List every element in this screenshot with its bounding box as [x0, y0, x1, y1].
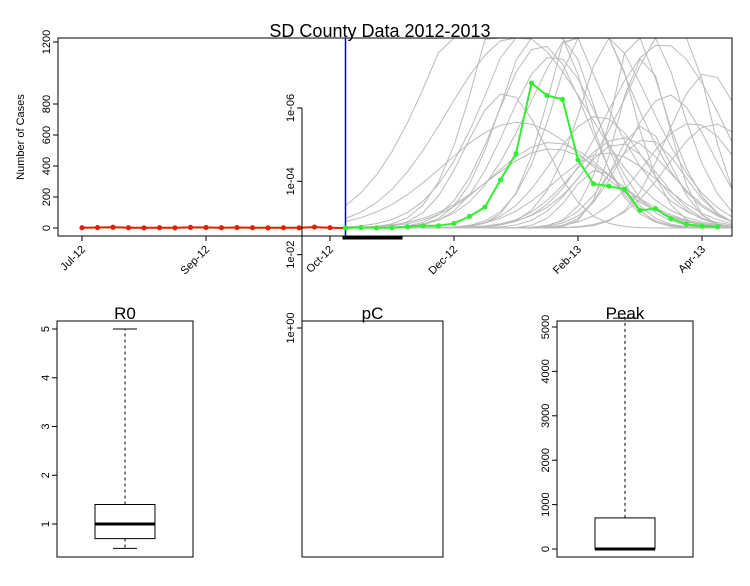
y-tick-label: 5 — [40, 326, 52, 332]
data-point — [668, 216, 674, 222]
data-point — [172, 225, 178, 231]
simulation-curve — [345, 142, 733, 229]
x-axis: Jul-12 Sep-12 Oct-12 Dec-12 Feb-13 Apr-13 — [58, 235, 708, 278]
data-point — [652, 206, 659, 212]
data-point — [125, 225, 132, 231]
data-point — [637, 207, 643, 213]
boxplot-title: R0 — [114, 304, 136, 323]
y-tick-label: 4000 — [540, 359, 552, 383]
simulation-curve — [345, 148, 733, 229]
data-point — [714, 224, 721, 230]
x-tick-label: Feb-13 — [551, 244, 584, 277]
x-tick-label: Sep-12 — [179, 244, 213, 278]
data-point — [544, 92, 550, 99]
data-point — [358, 224, 364, 231]
data-point — [466, 213, 473, 219]
data-point — [404, 224, 411, 230]
y-tick-label: 2 — [40, 472, 52, 478]
boxplot-title: Peak — [606, 304, 645, 323]
y-tick-label: 5000 — [540, 315, 552, 339]
y-tick-label: 2000 — [540, 448, 552, 472]
y-axis: 0 200 400 600 800 1200 — [41, 30, 59, 231]
data-point — [621, 186, 628, 192]
data-point — [234, 224, 240, 231]
data-point — [606, 183, 612, 189]
data-point — [327, 225, 333, 231]
data-point — [590, 181, 597, 187]
simulation-curves — [345, 37, 733, 229]
y-tick-label: 800 — [41, 95, 53, 113]
y-tick-label: 1200 — [41, 30, 53, 54]
y-axis-label: Number of Cases — [15, 94, 27, 180]
y-tick-label: 1e-04 — [285, 167, 297, 195]
y-tick-label: 3 — [40, 423, 52, 429]
data-point — [482, 204, 488, 210]
boxplot-title: pC — [362, 304, 384, 323]
boxplot-frame — [301, 320, 444, 558]
data-point — [389, 225, 395, 231]
data-point — [296, 225, 302, 231]
box-iqr — [94, 504, 156, 540]
data-point — [249, 225, 256, 231]
data-point — [435, 223, 442, 229]
data-point — [280, 225, 287, 231]
data-point — [699, 223, 705, 229]
box-iqr — [594, 517, 656, 550]
data-point — [559, 96, 566, 102]
data-point — [141, 225, 147, 231]
data-point — [203, 224, 209, 231]
data-point — [79, 225, 85, 231]
x-tick-label: Jul-12 — [58, 244, 88, 274]
y-tick-label: 3000 — [540, 404, 552, 428]
boxplot-peak: Peak 0 1000 2000 3000 4000 5000 — [540, 304, 694, 558]
data-point — [373, 225, 380, 231]
data-point — [683, 221, 690, 227]
x-tick-label: Oct-12 — [304, 244, 336, 276]
simulation-curve — [345, 37, 733, 227]
chart-title: SD County Data 2012-2013 — [269, 21, 490, 41]
data-point — [265, 225, 271, 231]
simulation-curve — [345, 139, 733, 229]
data-point — [497, 177, 504, 183]
data-point — [451, 220, 457, 226]
data-point — [156, 225, 163, 231]
y-tick-label: 0 — [41, 225, 53, 231]
x-tick-label: Apr-13 — [676, 244, 708, 276]
x-tick-label: Dec-12 — [427, 244, 461, 278]
y-tick-label: 1e-02 — [285, 241, 297, 269]
y-tick-label: 1e+00 — [285, 313, 297, 344]
data-point — [218, 225, 225, 231]
y-tick-label: 1000 — [540, 492, 552, 516]
data-point — [110, 224, 116, 230]
y-tick-label: 200 — [41, 188, 53, 206]
data-point — [187, 224, 194, 230]
boxplot-r0: R0 1 2 3 4 5 — [40, 304, 194, 558]
data-point — [528, 80, 535, 86]
data-point — [342, 225, 349, 231]
y-tick-label: 1 — [40, 521, 52, 527]
simulation-curve — [345, 152, 733, 229]
data-point — [513, 151, 519, 157]
y-tick-label: 400 — [41, 157, 53, 175]
data-point — [575, 157, 581, 163]
y-tick-label: 4 — [40, 375, 52, 381]
series-line — [81, 226, 346, 229]
simulation-curve — [345, 121, 733, 228]
y-tick-label: 600 — [41, 126, 53, 144]
boxplot-frame — [56, 320, 194, 558]
data-point — [311, 224, 318, 230]
simulation-curve — [345, 93, 732, 229]
boxplot-pc: pC 1e+00 1e-02 1e-04 1e-06 — [285, 94, 444, 558]
data-point — [94, 224, 101, 231]
y-tick-label: 0 — [540, 546, 552, 552]
y-tick-label: 1e-06 — [285, 94, 297, 122]
simulation-curve — [345, 45, 733, 229]
data-point — [420, 223, 426, 229]
